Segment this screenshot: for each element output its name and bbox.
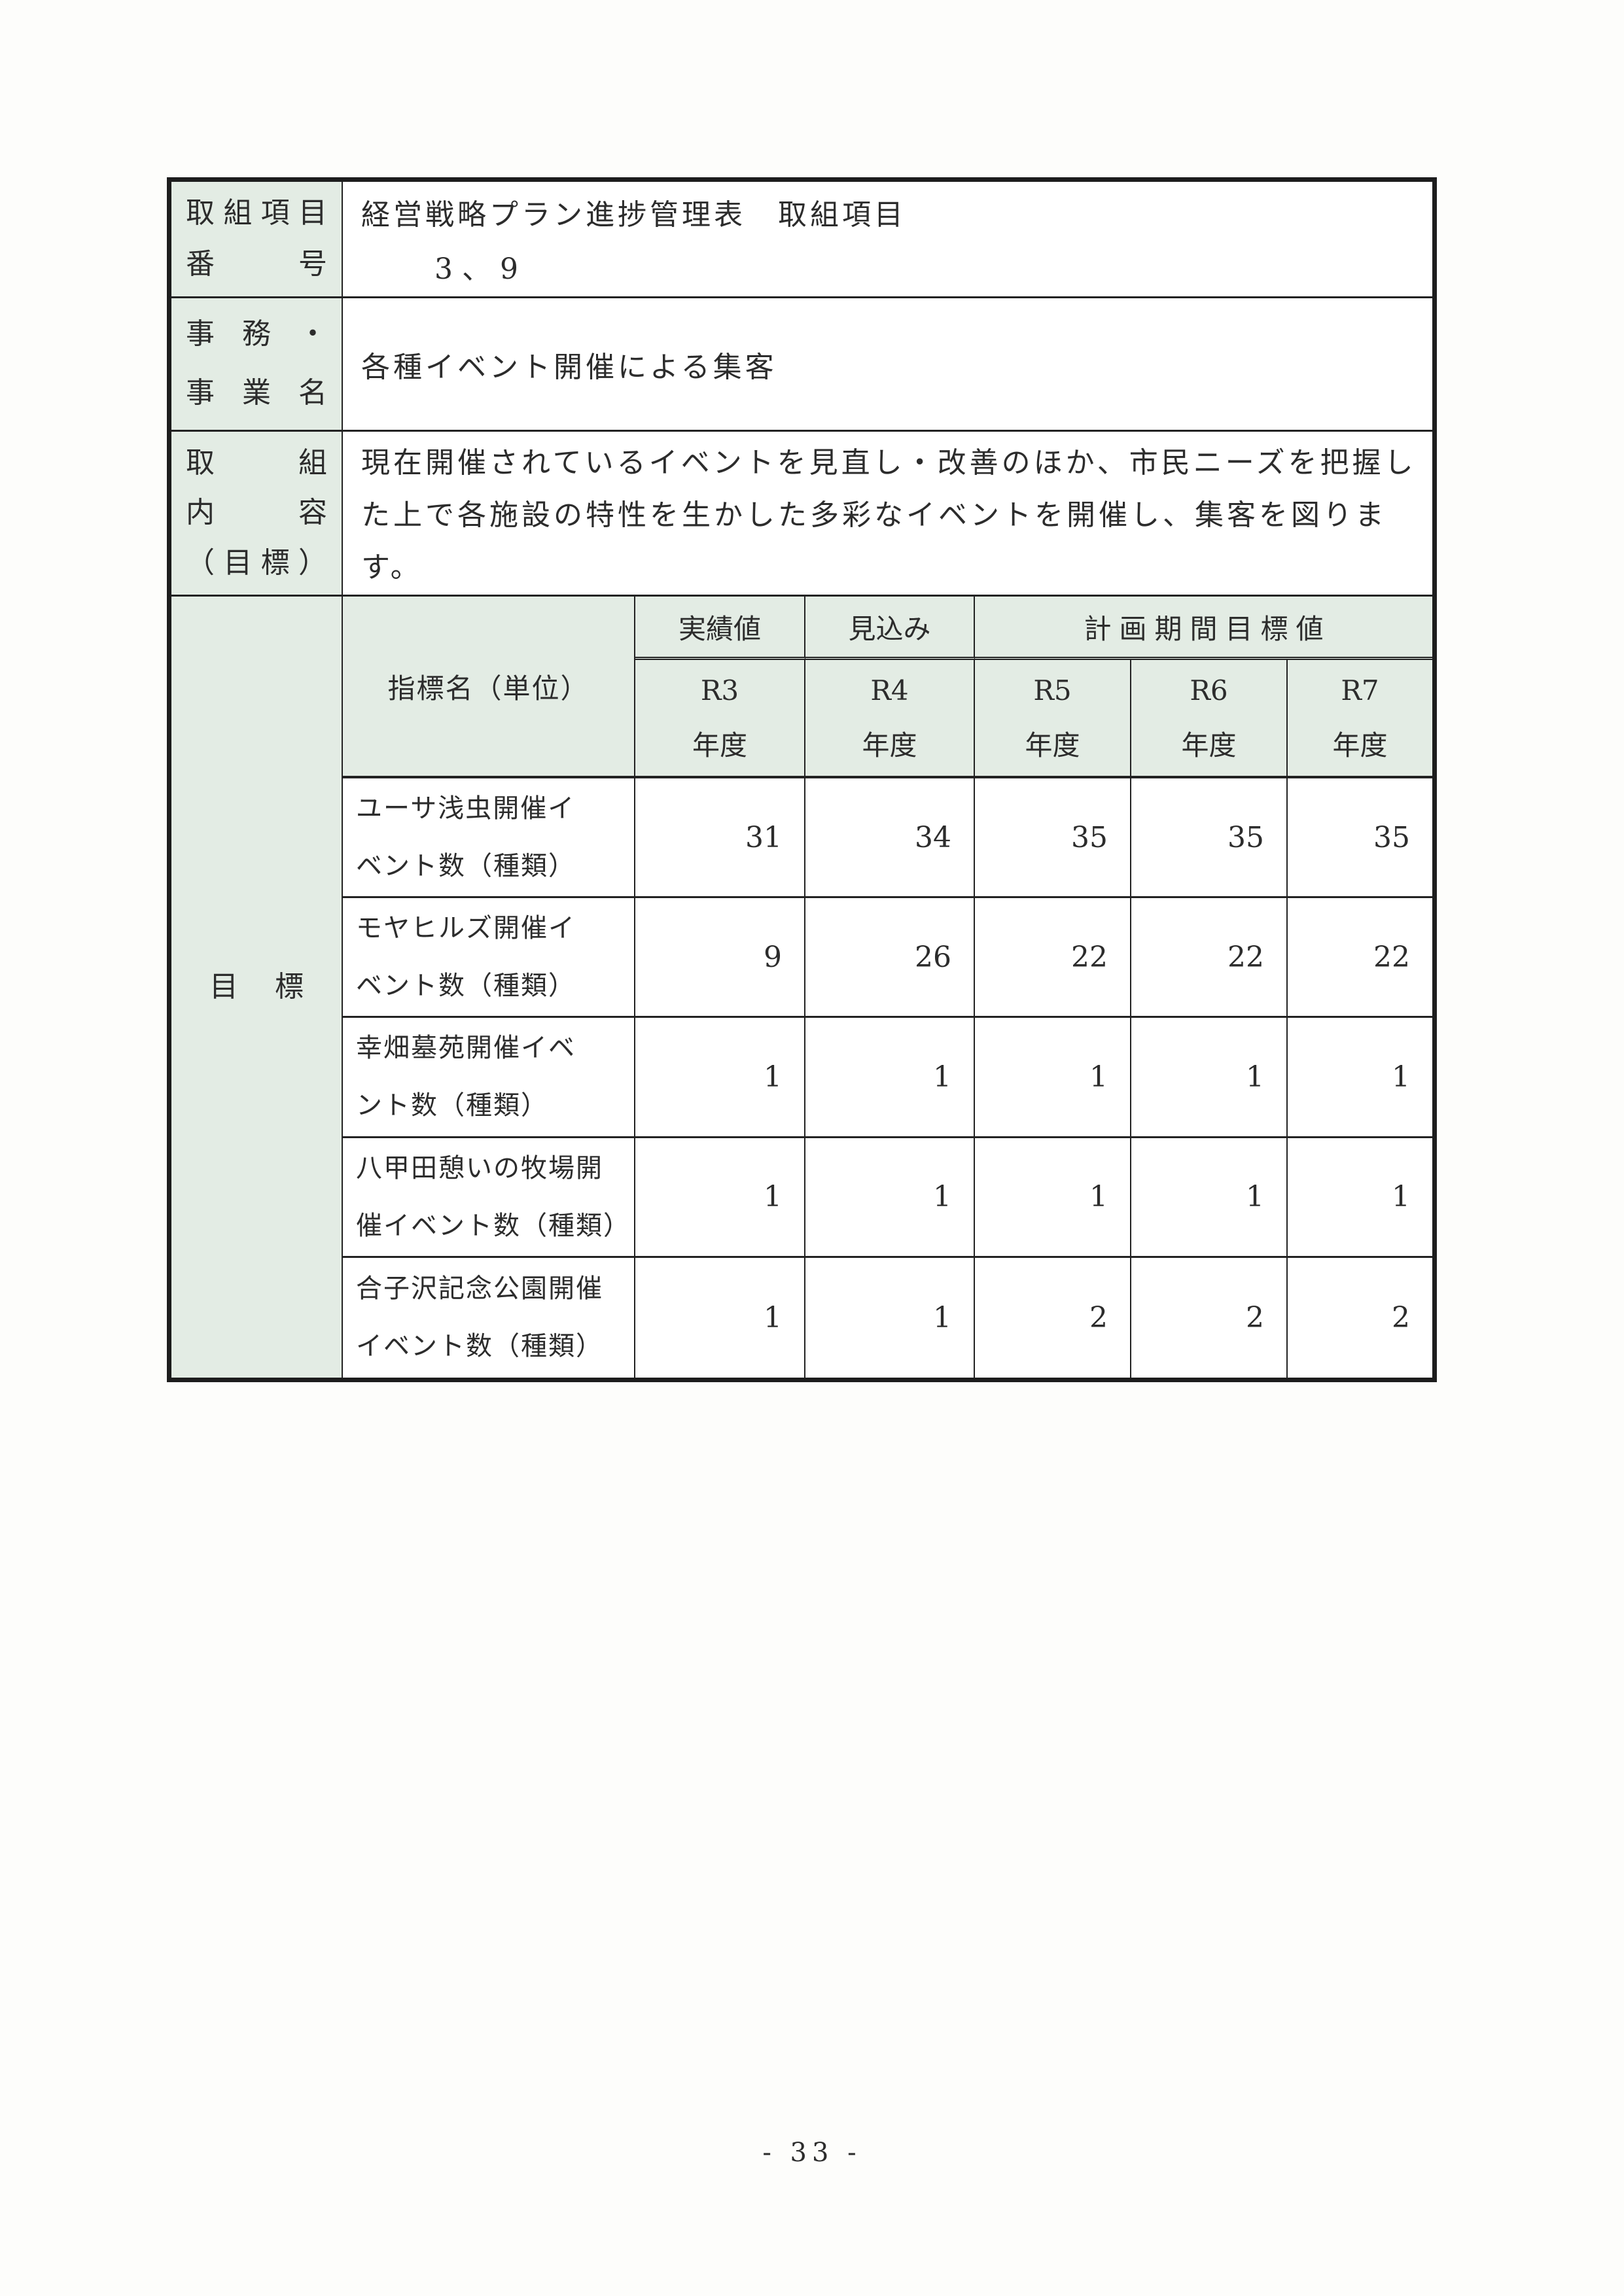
year-header-r4: R4 年度: [805, 660, 975, 778]
indicator-value-r7: 1: [1288, 1018, 1432, 1138]
indicator-value-r3: 31: [635, 778, 805, 899]
goals-section-label-cell: 目標: [171, 597, 343, 1378]
initiative-content-label-line3: （目標）: [186, 546, 327, 580]
business-name-value: 各種イベント開催による集客: [361, 350, 777, 384]
goals-table: 指標名（単位） 実績値 見込み 計画期間目標値 R3 年度 R4 年度 R5 年…: [343, 597, 1432, 1378]
indicator-value-r4: 34: [805, 778, 975, 899]
item-number-value-title: 経営戦略プラン進捗管理表 取組項目: [361, 198, 906, 232]
indicator-value-r6: 22: [1131, 898, 1288, 1018]
actual-value-header-cell: 実績値: [635, 597, 805, 660]
business-name-label-cell: 事務・ 事業名: [171, 298, 343, 430]
year-header-r6: R6 年度: [1131, 660, 1288, 778]
indicator-value-r3: 1: [635, 1138, 805, 1258]
business-name-label-line2: 事業名: [186, 376, 327, 410]
year-header-r3: R3 年度: [635, 660, 805, 778]
indicator-value-r3: 1: [635, 1018, 805, 1138]
indicator-value-r5: 2: [975, 1257, 1131, 1378]
business-name-value-cell: 各種イベント開催による集客: [343, 298, 1432, 430]
indicator-value-r7: 1: [1288, 1138, 1432, 1258]
indicator-value-r5: 1: [975, 1018, 1131, 1138]
business-name-row: 事務・ 事業名 各種イベント開催による集客: [171, 296, 1432, 430]
business-name-label-line1: 事務・: [186, 317, 327, 351]
item-number-label-line1: 取組項目: [186, 196, 327, 230]
indicator-value-r4: 1: [805, 1138, 975, 1258]
initiative-content-label-line1: 取組: [186, 445, 327, 479]
indicator-value-r3: 1: [635, 1257, 805, 1378]
indicator-name: 八甲田憩いの牧場開 催イベント数（種類）: [343, 1138, 635, 1258]
indicator-value-r3: 9: [635, 898, 805, 1018]
progress-management-table: 取組項目 番号 経営戦略プラン進捗管理表 取組項目 3、9 事務・ 事業名 各種…: [167, 177, 1437, 1382]
indicator-value-r6: 1: [1131, 1138, 1288, 1258]
indicator-value-r4: 1: [805, 1018, 975, 1138]
indicator-name: ユーサ浅虫開催イ ベント数（種類）: [343, 778, 635, 899]
indicator-name-header-cell: 指標名（単位）: [343, 597, 635, 778]
item-number-value-numbers: 3、9: [434, 252, 527, 287]
indicator-value-r6: 35: [1131, 778, 1288, 899]
item-number-value-cell: 経営戦略プラン進捗管理表 取組項目 3、9: [343, 182, 1432, 296]
initiative-content-row: 取組 内容 （目標） 現在開催されているイベントを見直し・改善のほか、市民ニーズ…: [171, 430, 1432, 595]
initiative-content-label-cell: 取組 内容 （目標）: [171, 432, 343, 595]
indicator-value-r6: 2: [1131, 1257, 1288, 1378]
item-number-label-cell: 取組項目 番号: [171, 182, 343, 296]
item-number-row: 取組項目 番号 経営戦略プラン進捗管理表 取組項目 3、9: [171, 182, 1432, 296]
indicator-value-r7: 35: [1288, 778, 1432, 899]
indicator-value-r4: 1: [805, 1257, 975, 1378]
year-header-r5: R5 年度: [975, 660, 1131, 778]
indicator-value-r5: 22: [975, 898, 1131, 1018]
indicator-value-r6: 1: [1131, 1018, 1288, 1138]
goals-section: 目標 指標名（単位） 実績値 見込み 計画期間目標値 R3 年度 R4 年度 R…: [171, 595, 1432, 1378]
initiative-content-label-line2: 内容: [186, 496, 327, 530]
indicator-value-r7: 22: [1288, 898, 1432, 1018]
indicator-value-r4: 26: [805, 898, 975, 1018]
page-number: - 33 -: [762, 2138, 862, 2168]
indicator-name: 幸畑墓苑開催イベ ント数（種類）: [343, 1018, 635, 1138]
item-number-label-line2: 番号: [186, 247, 327, 281]
indicator-name: モヤヒルズ開催イ ベント数（種類）: [343, 898, 635, 1018]
initiative-content-value-cell: 現在開催されているイベントを見直し・改善のほか、市民ニーズを把握し た上で各施設…: [361, 446, 1417, 584]
goals-section-label: 目標: [209, 969, 304, 1003]
indicator-value-r7: 2: [1288, 1257, 1432, 1378]
indicator-value-r5: 1: [975, 1138, 1131, 1258]
forecast-header-cell: 見込み: [805, 597, 975, 660]
plan-period-target-header-cell: 計画期間目標値: [975, 597, 1432, 660]
indicator-name: 合子沢記念公園開催 イベント数（種類）: [343, 1257, 635, 1378]
indicator-value-r5: 35: [975, 778, 1131, 899]
year-header-r7: R7 年度: [1288, 660, 1432, 778]
